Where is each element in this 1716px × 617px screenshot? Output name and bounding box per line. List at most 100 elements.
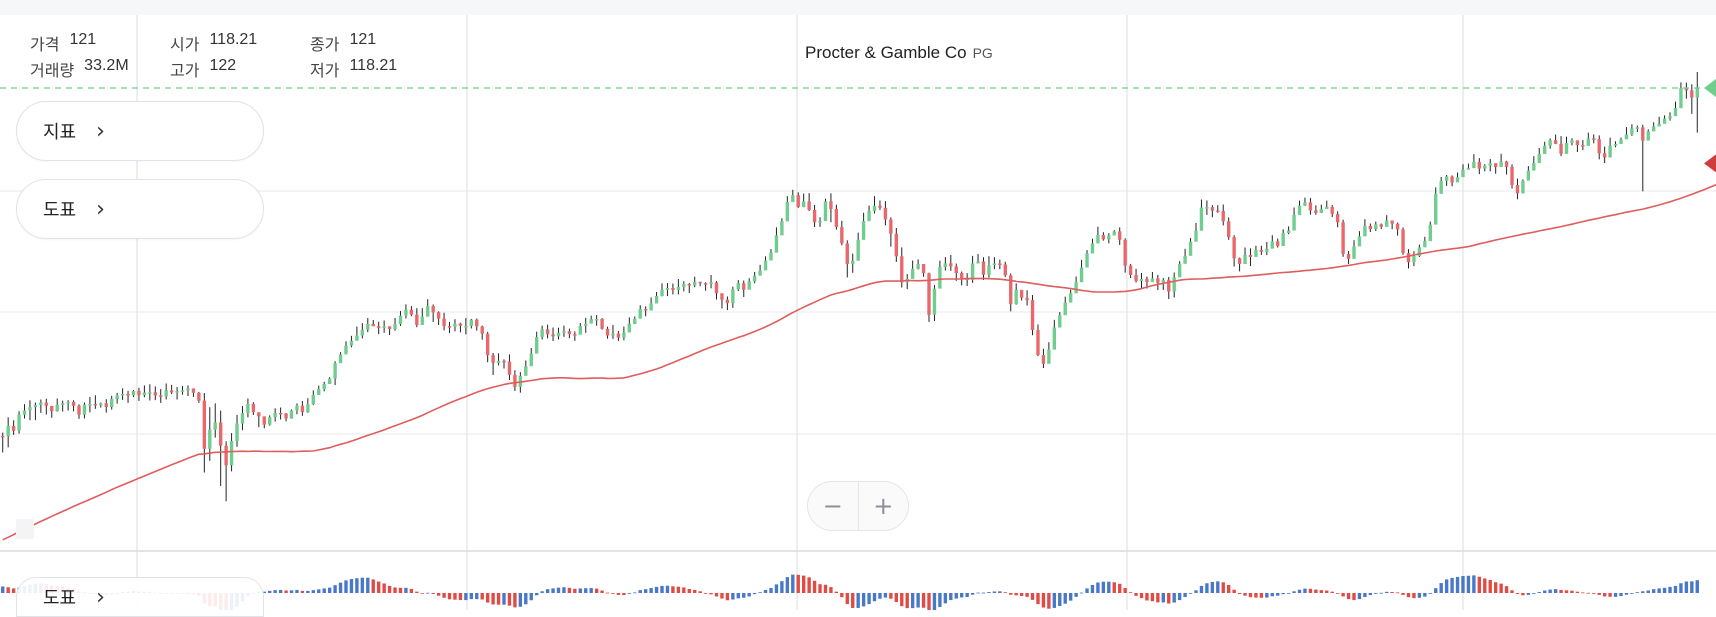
macd-bar: [1477, 576, 1482, 593]
macd-bar: [693, 589, 697, 593]
candle-body: [1096, 235, 1100, 244]
candle-body: [1237, 258, 1242, 264]
candle-body: [393, 324, 397, 330]
candle-body: [1493, 163, 1498, 168]
macd-bar: [1134, 593, 1138, 596]
chart-type-button[interactable]: 도표 ›: [16, 179, 264, 239]
candle-body: [1455, 177, 1460, 183]
indicators-button[interactable]: 지표 ›: [16, 101, 264, 161]
macd-bar: [349, 579, 354, 593]
candle-body: [1619, 139, 1623, 144]
macd-bar: [791, 574, 795, 593]
candle-body: [1499, 161, 1503, 168]
macd-bar: [736, 593, 740, 599]
macd-bar: [921, 593, 926, 608]
candle-body: [431, 306, 435, 313]
candle-body: [1548, 140, 1552, 146]
candle-body: [878, 205, 882, 208]
candle-body: [1673, 108, 1678, 117]
macd-bar: [1210, 581, 1215, 593]
candle-body: [1183, 255, 1187, 264]
candle-body: [224, 445, 228, 466]
candle-body: [1172, 277, 1176, 292]
candle-body: [1134, 275, 1138, 281]
macd-bar: [1532, 593, 1536, 594]
candle-body: [300, 405, 305, 413]
macd-bar: [262, 591, 266, 593]
candle-body: [317, 389, 321, 396]
candle-body: [578, 325, 582, 335]
candle-body: [1074, 282, 1078, 294]
macd-bar: [1079, 592, 1084, 594]
macd-bar: [671, 586, 675, 593]
macd-bar: [1167, 593, 1171, 604]
macd-bar: [1085, 588, 1089, 593]
candle-body: [616, 333, 621, 338]
watermark-square: [16, 519, 34, 539]
candle-body: [731, 289, 735, 304]
macd-bar: [780, 581, 784, 593]
macd-bar: [878, 593, 882, 599]
macd-bar: [551, 588, 555, 593]
volume-value: 33.2M: [84, 57, 129, 74]
macd-bar: [431, 593, 435, 594]
macd-bar: [807, 577, 811, 593]
candle-body: [1581, 145, 1585, 147]
zoom-out-button[interactable]: −: [822, 492, 843, 520]
candlesticks: [1, 72, 1699, 502]
candle-body: [1199, 207, 1204, 231]
candle-body: [137, 390, 141, 396]
macd-bar: [300, 590, 305, 593]
macd-bar: [1346, 593, 1351, 600]
macd-bar: [376, 581, 381, 593]
macd-bar: [491, 593, 495, 605]
macd-bar: [731, 593, 735, 600]
candle-body: [77, 405, 81, 415]
macd-bar: [1276, 593, 1280, 596]
macd-bar: [469, 593, 474, 600]
candle-body: [213, 422, 217, 430]
macd-bar: [1624, 593, 1629, 595]
candle-body: [693, 281, 697, 286]
candle-body: [856, 239, 860, 261]
candle-body: [1357, 236, 1362, 247]
candle-body: [447, 326, 452, 328]
candle-body: [60, 403, 65, 405]
macd-bar: [1063, 593, 1067, 604]
high-value: 122: [209, 57, 237, 74]
macd-bar: [1455, 576, 1460, 593]
candle-body: [404, 309, 408, 316]
macd-bar: [1651, 589, 1656, 593]
macd-bar: [943, 593, 948, 604]
candle-body: [88, 404, 92, 406]
candle-body: [1379, 224, 1383, 227]
macd-bar: [1221, 582, 1225, 593]
candle-body: [6, 425, 10, 437]
candle-body: [1248, 254, 1253, 257]
macd-bar: [1101, 581, 1106, 593]
macd-bar: [845, 593, 849, 605]
candle-body: [589, 319, 593, 324]
macd-bar: [1156, 593, 1160, 603]
chart-type-button-bottom[interactable]: 도표 ›: [16, 577, 264, 617]
macd-bar: [758, 592, 762, 594]
candle-body: [1368, 225, 1373, 230]
candle-body: [883, 207, 888, 220]
candle-body: [1177, 263, 1182, 278]
candle-body: [1461, 169, 1465, 178]
volume-label: 거래량: [30, 63, 75, 80]
macd-bar: [649, 588, 653, 593]
macd-bar: [393, 587, 397, 593]
zoom-in-button[interactable]: +: [857, 482, 909, 530]
candle-body: [1128, 265, 1133, 276]
candle-body: [1019, 289, 1024, 298]
candle-body: [415, 314, 419, 325]
macd-bar: [960, 593, 964, 598]
candle-body: [932, 288, 937, 315]
candle-body: [1009, 275, 1013, 305]
macd-bar: [867, 593, 871, 605]
macd-bar: [1232, 589, 1236, 593]
macd-bar: [665, 585, 670, 593]
chart-title: Procter & Gamble Co PG: [805, 43, 993, 63]
macd-bar: [742, 593, 746, 598]
